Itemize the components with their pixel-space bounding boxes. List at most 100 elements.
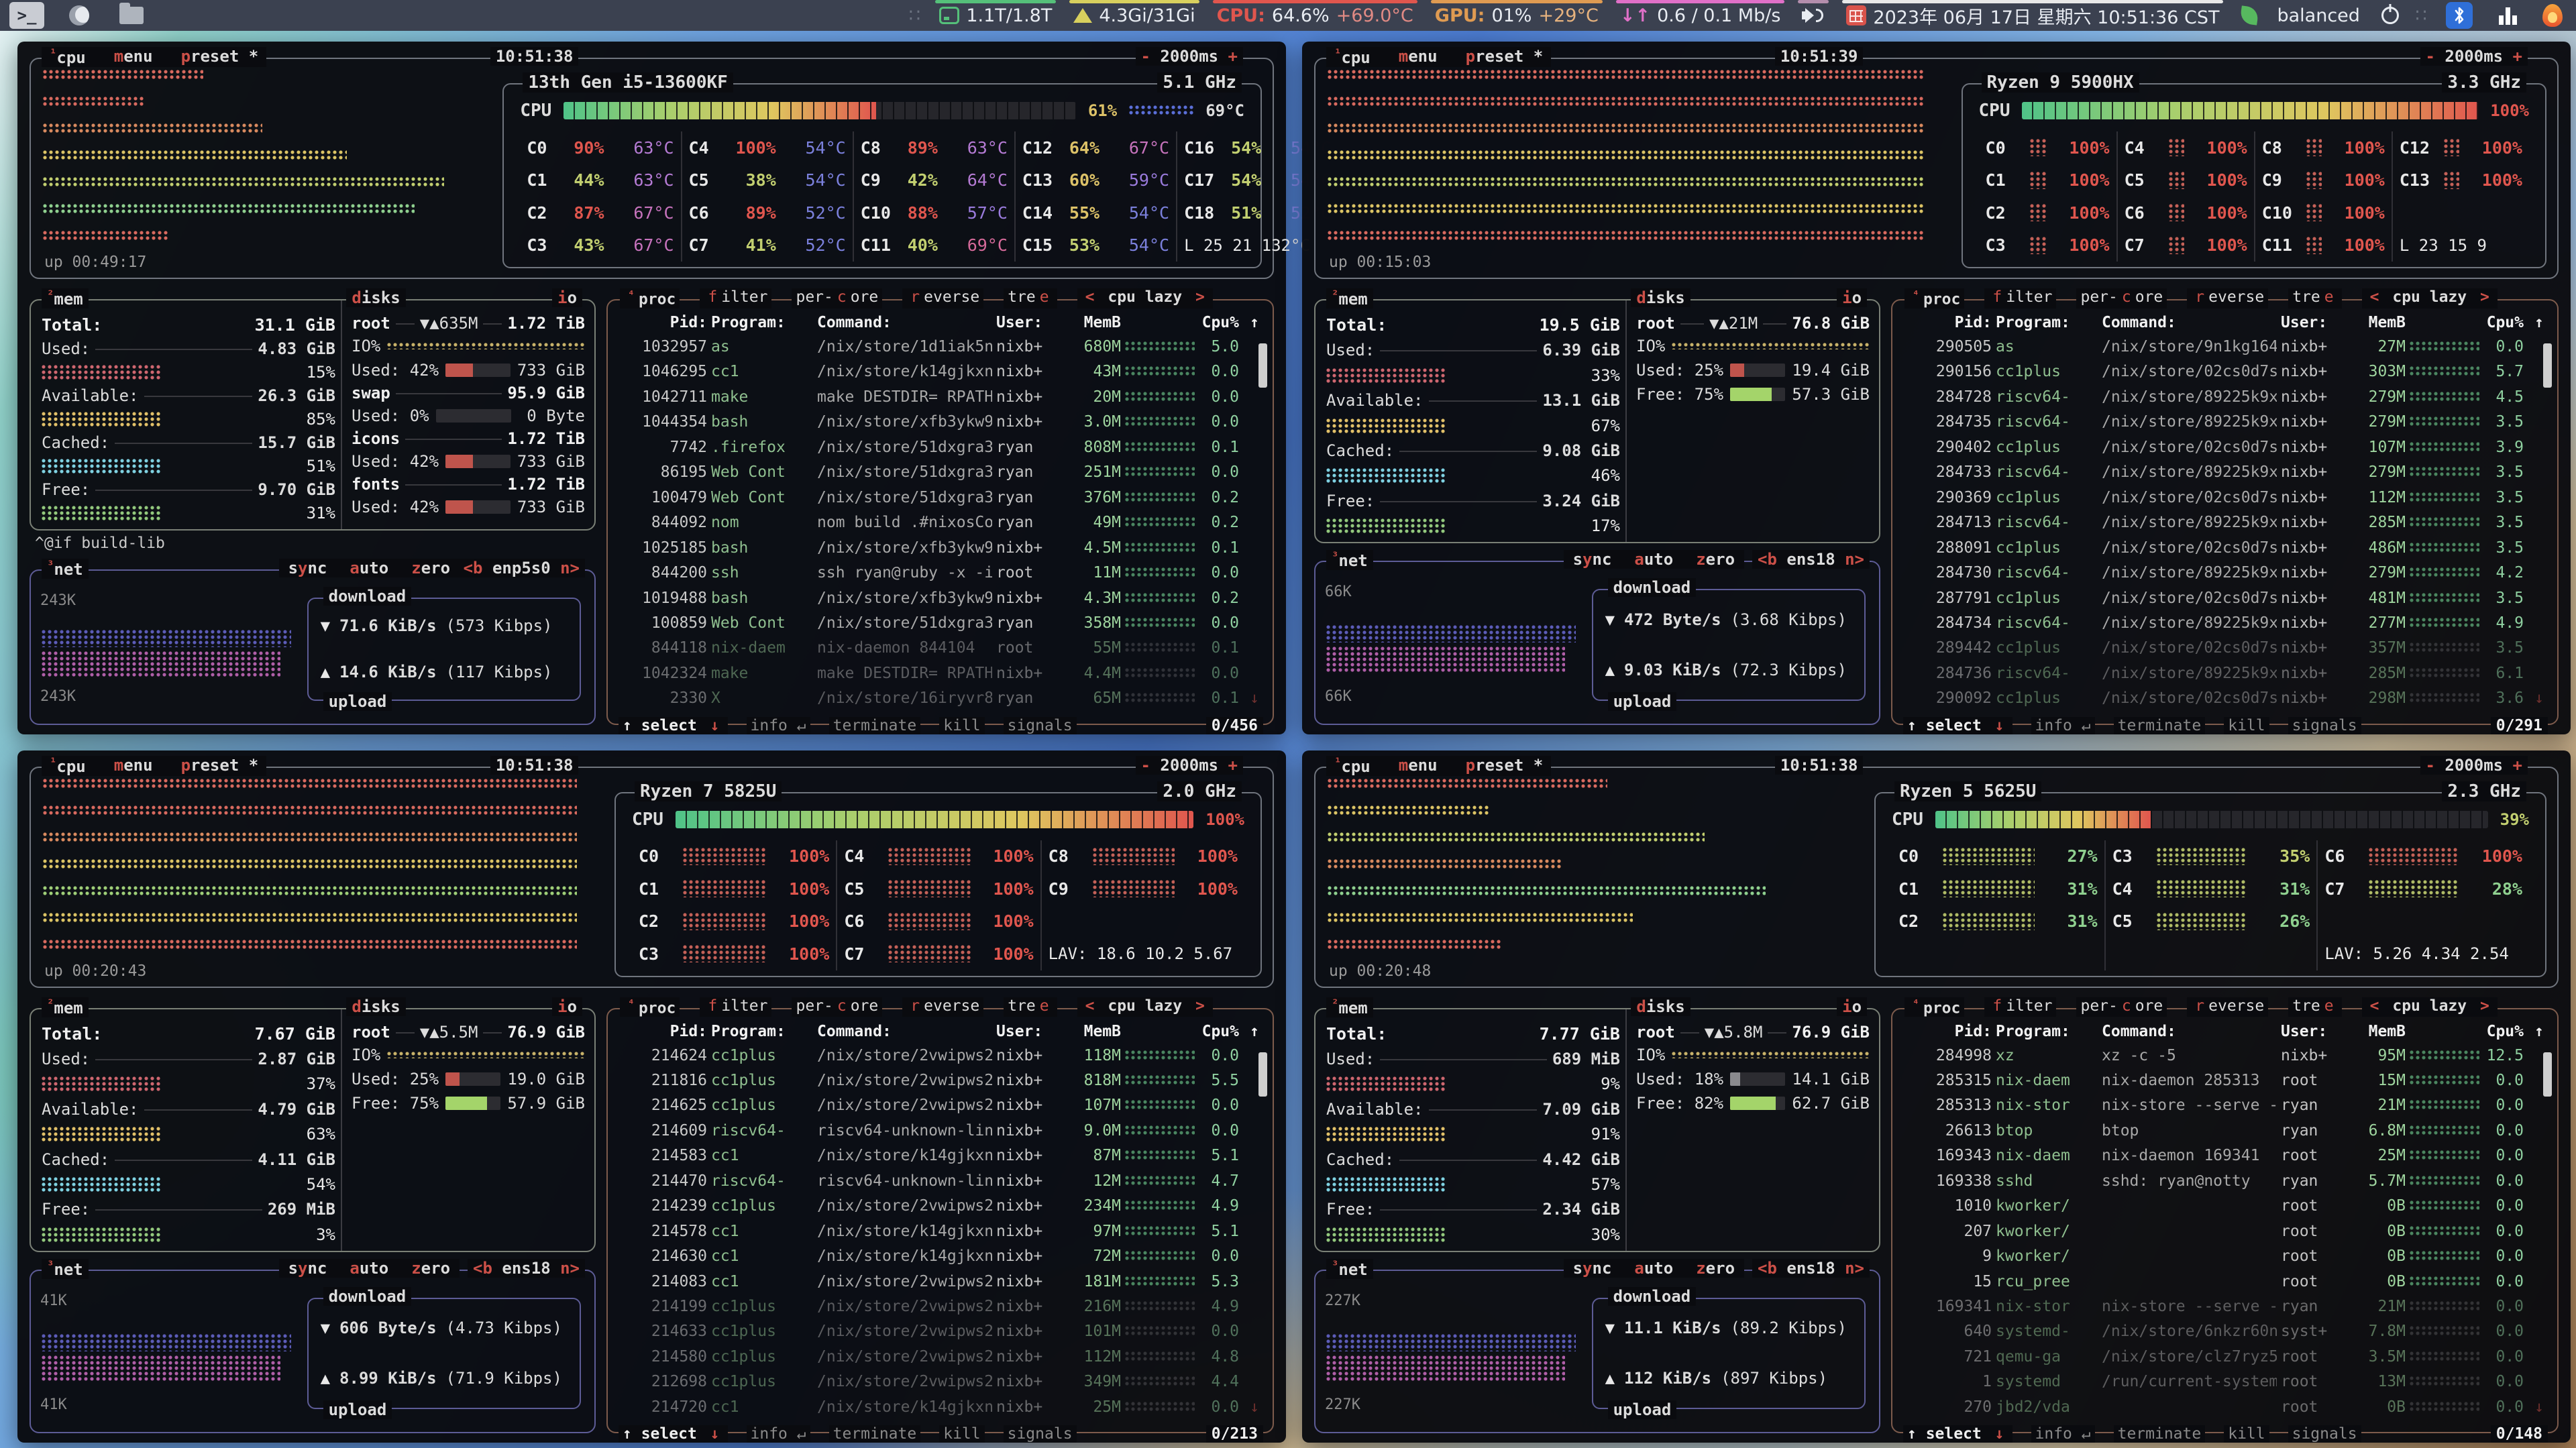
tab-preset[interactable]: preset * [178,755,262,776]
footer-action[interactable]: signals [1003,716,1077,734]
footer-action[interactable]: signals [2288,716,2361,734]
power-profile-indicator[interactable]: balanced [2230,0,2370,31]
tab-zero[interactable]: zero [407,1258,455,1278]
tab-filter[interactable]: f ilter [1984,997,2057,1017]
tab-menu[interactable]: menu [111,47,156,67]
footer-action[interactable]: info ↵ [2031,1425,2095,1443]
tab-sync[interactable]: sync [1568,550,1616,569]
tab-auto[interactable]: auto [345,559,393,578]
process-row[interactable]: 1 systemd/run/current-system root 13M 0.0 [1982,1373,2524,1391]
tab-auto[interactable]: auto [1630,1258,1678,1278]
process-row[interactable]: 1046295 cc1/nix/store/k14gjkxn nixb+ 43M 0.0 [642,363,1239,381]
tab-disks[interactable]: disks [346,997,406,1016]
tab-sync[interactable]: sync [1568,1258,1616,1278]
process-row[interactable]: 211816 cc1plus/nix/store/2vwipws2 nixb+ 818… [651,1071,1239,1089]
select-control[interactable]: ↑ select ↓ [619,1425,728,1443]
tab-reverse[interactable]: r everse [2187,997,2269,1017]
tab-percore[interactable]: per-c ore [792,288,883,309]
proc-scrollbar[interactable] [1258,343,1267,388]
tab-percore[interactable]: per-c ore [2076,288,2167,309]
tab-percore[interactable]: per-c ore [792,997,883,1017]
process-row[interactable]: 100859 Web Cont/nix/store/51dxgra3 ryan 358… [651,614,1239,632]
tab-cpu[interactable]: ¹cpu [1332,755,1373,776]
memory-indicator[interactable]: 4.3Gi/31Gi [1063,0,1205,31]
process-row[interactable]: 285313 nix-stor nix-store --serve - ryan 21M… [1935,1097,2524,1115]
process-row[interactable]: 289442 cc1plus/nix/store/02cs0d7s nixb+ 357… [1935,639,2524,657]
select-control[interactable]: ↑ select ↓ [1903,716,2012,734]
process-row[interactable]: 290156 cc1plus/nix/store/02cs0d7s nixb+ 303… [1935,363,2524,381]
process-row[interactable]: 290369 cc1plus/nix/store/02cs0d7s nixb+ 112… [1935,488,2524,506]
process-row[interactable]: 284728 riscv64-/nix/store/89225k9x nixb+ 27… [1935,388,2524,406]
flame-tray-icon[interactable] [2532,0,2576,31]
footer-action[interactable]: kill [939,716,985,734]
tab-disks[interactable]: disks [346,288,406,307]
process-row[interactable]: 284735 riscv64-/nix/store/89225k9x nixb+ 27… [1935,413,2524,431]
refresh-interval[interactable]: - 2000ms + [2420,755,2528,775]
process-row[interactable]: 290505 as/nix/store/9n1kg164 nixb+ 27M 0.0 [1935,338,2524,355]
footer-action[interactable]: info ↵ [746,1425,810,1443]
process-row[interactable]: 15 rcu_pree root 0B 0.0 [1973,1272,2524,1290]
tab-net[interactable]: ³net [1326,550,1373,571]
tab-reverse[interactable]: r everse [2187,288,2269,309]
net-interface[interactable]: <b ens18 n> [468,1258,586,1278]
tab-disks[interactable]: disks [1631,997,1690,1016]
process-row[interactable]: 169343 nix-daem nix-daemon 169341 root 25M 0.… [1935,1147,2524,1165]
process-row[interactable]: 285315 nix-daem nix-daemon 285313 root 15M 0.… [1935,1071,2524,1089]
process-row[interactable]: 26613 btop btop ryan 6.8M 0.0 [1945,1121,2524,1139]
bluetooth-tray-icon[interactable] [2435,0,2483,31]
process-row[interactable]: 207 kworker/root 0B 0.0 [1964,1222,2524,1240]
tab-io[interactable]: io [552,997,583,1016]
taskbar-terminal-icon[interactable]: >_ [9,2,44,29]
tab-preset[interactable]: preset * [1462,755,1546,776]
tab-mem[interactable]: ²mem [1326,997,1373,1017]
tab-proc[interactable]: ⁴ proc [1904,288,1965,309]
process-row[interactable]: 169341 nix-stor nix-store --serve - ryan 21M… [1935,1298,2524,1316]
process-row[interactable]: 844092 nom nom build .#nixosCo ryan 49M 0.2 [651,514,1239,532]
process-row[interactable]: 86195 Web Cont/nix/store/51dxgra3 ryan 251M… [660,463,1239,482]
process-row[interactable]: 290402 cc1plus/nix/store/02cs0d7s nixb+ 107… [1935,438,2524,456]
process-row[interactable]: 214624 cc1plus/nix/store/2vwipws2 nixb+ 118… [651,1046,1239,1064]
process-row[interactable]: 214630 cc1/nix/store/k14gjkxn nixb+ 72M 0.0 [651,1247,1239,1266]
process-row[interactable]: 2330 X/nix/store/16iryvr8 ryan 65M 0.1 ↓ [669,689,1259,708]
process-row[interactable]: 284998 xz xz -c -5 nixb+ 95M 12.5 [1935,1046,2524,1064]
select-control[interactable]: ↑ select ↓ [619,716,728,734]
process-row[interactable]: 1044354 bash/nix/store/xfb3ykw9 nixb+ 3.0M 0… [642,413,1239,431]
tab-net[interactable]: ³net [1326,1258,1373,1279]
tab-sync[interactable]: sync [284,559,331,578]
process-row[interactable]: 640 systemd-/nix/store/6nkzr60n syst+ 7.8M 0… [1964,1323,2524,1341]
tab-preset[interactable]: preset * [178,47,262,67]
tab-net[interactable]: ³net [42,1258,89,1279]
process-row[interactable]: 214609 riscv64- riscv64-unknown-lin nixb+ 9.… [651,1121,1239,1139]
footer-action[interactable]: signals [1003,1425,1077,1443]
process-row[interactable]: 287791 cc1plus/nix/store/02cs0d7s nixb+ 481… [1935,589,2524,607]
tab-mem[interactable]: ²mem [42,997,89,1017]
process-row[interactable]: 288091 cc1plus/nix/store/02cs0d7s nixb+ 486… [1935,539,2524,557]
gpu-indicator[interactable]: GPU: 01% +29°C [1424,0,1609,31]
process-row[interactable]: 844118 nix-daem nix-daemon 844104 root 55M 0.… [651,639,1239,657]
tab-percore[interactable]: per-c ore [2076,997,2167,1017]
process-row[interactable]: 284713 riscv64-/nix/store/89225k9x nixb+ 28… [1935,514,2524,532]
disk-usage-indicator[interactable]: 1.1T/1.8T [928,0,1063,31]
tab-mem[interactable]: ²mem [1326,288,1373,309]
process-row[interactable]: 1042711 make make DESTDIR= RPATH nixb+ 20M 0.… [642,388,1239,406]
tab-reverse[interactable]: r everse [902,997,984,1017]
net-interface[interactable]: <b ens18 n> [1752,1258,1870,1278]
tab-cpu[interactable]: ¹cpu [47,47,89,67]
process-row[interactable]: 212698 cc1plus/nix/store/2vwipws2 nixb+ 349… [651,1373,1239,1391]
tab-zero[interactable]: zero [1692,1258,1739,1278]
proc-scrollbar[interactable] [2543,343,2552,388]
process-row[interactable]: 1032957 as/nix/store/1d1iak5n nixb+ 680M 5.0 [642,338,1239,355]
taskbar-browser-icon[interactable] [62,2,97,29]
proc-scrollbar[interactable] [1258,1052,1267,1097]
process-row[interactable]: 214470 riscv64- riscv64-unknown-lin nixb+ 12… [651,1172,1239,1190]
tab-mem[interactable]: ²mem [42,288,89,309]
refresh-interval[interactable]: - 2000ms + [2420,47,2528,66]
process-row[interactable]: 270 jbd2/vda root 0B 0.0 ↓ [1964,1398,2544,1416]
cpu-indicator[interactable]: CPU: 64.6% +69.0°C [1206,0,1424,31]
tab-preset[interactable]: preset * [1462,47,1546,67]
tab-tree[interactable]: tre e [1004,288,1057,309]
net-interface[interactable]: <b ens18 n> [1752,550,1870,569]
sort-selector[interactable]: < cpu lazy > [2361,288,2498,309]
process-row[interactable]: 290092 cc1plus/nix/store/02cs0d7s nixb+ 298… [1935,689,2544,708]
clock-indicator[interactable]: 2023年 06月 17日 星期六 10:51:36 CST [1835,0,2230,31]
